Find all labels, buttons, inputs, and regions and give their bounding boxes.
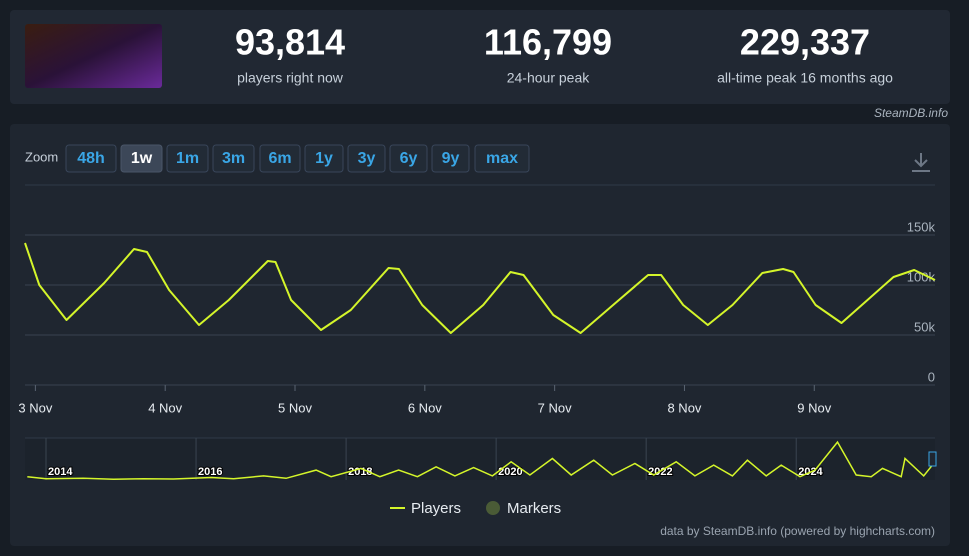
stat-value: 93,814 [235, 22, 345, 63]
y-tick-label: 50k [914, 319, 935, 334]
zoom-button-label[interactable]: 48h [77, 150, 105, 167]
zoom-button-label[interactable]: 6m [268, 150, 291, 167]
zoom-button[interactable] [431, 144, 470, 173]
stat-label: players right now [237, 70, 344, 86]
navigator-bg [25, 438, 935, 480]
navigator-tick-label: 2018 [348, 466, 372, 478]
y-tick-label: 100k [907, 269, 936, 284]
legend-label[interactable]: Players [411, 500, 461, 517]
zoom-button[interactable] [474, 144, 530, 173]
zoom-button[interactable] [65, 144, 117, 173]
y-tick-label: 150k [907, 219, 936, 234]
zoom-button[interactable] [166, 144, 209, 173]
zoom-button[interactable] [259, 144, 301, 173]
x-tick-label: 5 Nov [278, 400, 312, 415]
legend-swatch [486, 501, 500, 515]
stat-label: all-time peak 16 months ago [717, 70, 893, 86]
x-tick-label: 8 Nov [667, 400, 701, 415]
zoom-button-label[interactable]: 1w [131, 150, 153, 167]
stat-value: 229,337 [740, 22, 870, 63]
zoom-button[interactable] [389, 144, 428, 173]
navigator-tick-label: 2016 [198, 466, 222, 478]
x-tick-label: 9 Nov [797, 400, 831, 415]
zoom-button-label[interactable]: 3m [222, 150, 245, 167]
source: SteamDB.info [874, 106, 948, 120]
download-icon[interactable] [912, 153, 930, 172]
x-tick-label: 3 Nov [18, 400, 52, 415]
zoom-button-label[interactable]: 6y [400, 150, 418, 167]
zoom-button[interactable] [212, 144, 255, 173]
y-tick-label: 0 [928, 369, 935, 384]
zoom-button-label[interactable]: 1y [315, 150, 333, 167]
zoom-button-label[interactable]: max [486, 150, 518, 167]
zoom-button-label[interactable]: 9y [442, 150, 460, 167]
zoom-button-label[interactable]: 3y [358, 150, 376, 167]
navigator-series [27, 440, 936, 480]
navigator-tick-label: 2020 [498, 466, 522, 478]
stat-label: 24-hour peak [507, 70, 591, 86]
stat-value: 116,799 [484, 22, 612, 63]
zoom-button[interactable] [304, 144, 344, 173]
zoom-button[interactable] [120, 144, 163, 173]
stats-panel [10, 10, 950, 104]
x-tick-label: 7 Nov [538, 400, 572, 415]
navigator-handle[interactable] [928, 451, 937, 467]
credits: data by SteamDB.info (powered by highcha… [660, 524, 935, 538]
zoom-button[interactable] [347, 144, 386, 173]
x-tick-label: 6 Nov [408, 400, 442, 415]
game-logo [25, 24, 162, 88]
zoom-button-label[interactable]: 1m [176, 150, 199, 167]
x-tick-label: 4 Nov [148, 400, 182, 415]
navigator-tick-label: 2014 [48, 466, 73, 478]
line-series [24, 242, 936, 334]
zoom-label: Zoom [25, 149, 58, 164]
legend-label[interactable]: Markers [507, 500, 561, 517]
